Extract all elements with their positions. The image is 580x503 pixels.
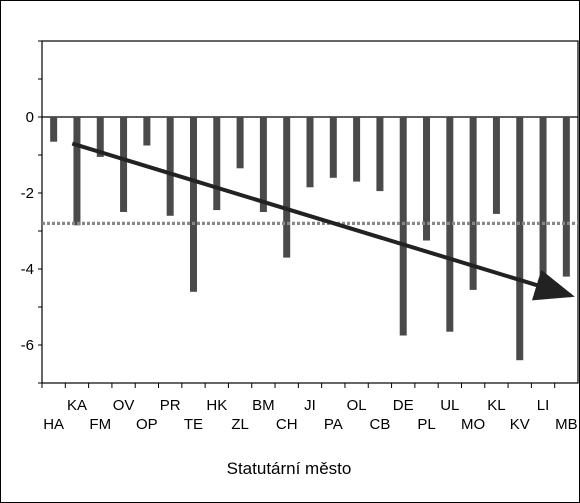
bar-cb <box>376 117 384 192</box>
x-tick-label-hk: HK <box>206 397 227 414</box>
bar-ka <box>73 117 81 226</box>
bar-kv <box>516 117 524 361</box>
bar-mb <box>562 117 570 277</box>
y-tick-label: -4 <box>21 261 34 278</box>
x-tick-label-ol: OL <box>347 397 367 414</box>
x-tick-label-ov: OV <box>113 397 135 414</box>
bar-ji <box>306 117 314 188</box>
bar-fm <box>96 117 104 157</box>
bar-zl <box>236 117 244 169</box>
x-tick-label-kl: KL <box>487 397 505 414</box>
bar-li <box>539 117 547 275</box>
x-tick-label-fm: FM <box>89 416 111 433</box>
bar-ol <box>353 117 361 182</box>
x-tick-label-ka: KA <box>67 397 87 414</box>
x-tick-label-kv: KV <box>510 416 530 433</box>
x-tick-label-de: DE <box>393 397 414 414</box>
bar-pr <box>166 117 174 216</box>
y-tick-label: -2 <box>21 185 34 202</box>
plot-area <box>41 40 579 384</box>
x-tick-label-mo: MO <box>461 416 485 433</box>
x-tick-label-ul: UL <box>440 397 459 414</box>
x-tick-label-te: TE <box>184 416 203 433</box>
x-tick-label-ji: JI <box>304 397 316 414</box>
bar-kl <box>492 117 500 214</box>
x-tick-label-zl: ZL <box>231 416 249 433</box>
bar-de <box>399 117 407 336</box>
trend-arrow <box>71 141 575 301</box>
bar-pl <box>423 117 431 241</box>
x-tick-label-pr: PR <box>160 397 181 414</box>
x-tick-label-cb: CB <box>369 416 390 433</box>
x-tick-label-pa: PA <box>324 416 343 433</box>
x-tick-label-op: OP <box>136 416 158 433</box>
x-tick-label-mb: MB <box>555 416 578 433</box>
y-tick-label: -6 <box>21 337 34 354</box>
bar-ov <box>120 117 128 212</box>
bar-ch <box>283 117 291 258</box>
bar-pa <box>329 117 337 178</box>
bar-hk <box>213 117 221 211</box>
bar-bm <box>259 117 267 212</box>
bar-ha <box>50 117 58 142</box>
x-tick-label-pl: PL <box>417 416 435 433</box>
bar-mo <box>469 117 477 290</box>
x-tick-label-bm: BM <box>252 397 275 414</box>
x-tick-label-ha: HA <box>43 416 64 433</box>
x-tick-label-ch: CH <box>276 416 298 433</box>
bar-te <box>189 117 197 292</box>
x-axis-title: Statutární město <box>227 459 352 478</box>
y-tick-label: 0 <box>26 109 34 126</box>
x-tick-label-li: LI <box>537 397 550 414</box>
bar-op <box>143 117 151 146</box>
